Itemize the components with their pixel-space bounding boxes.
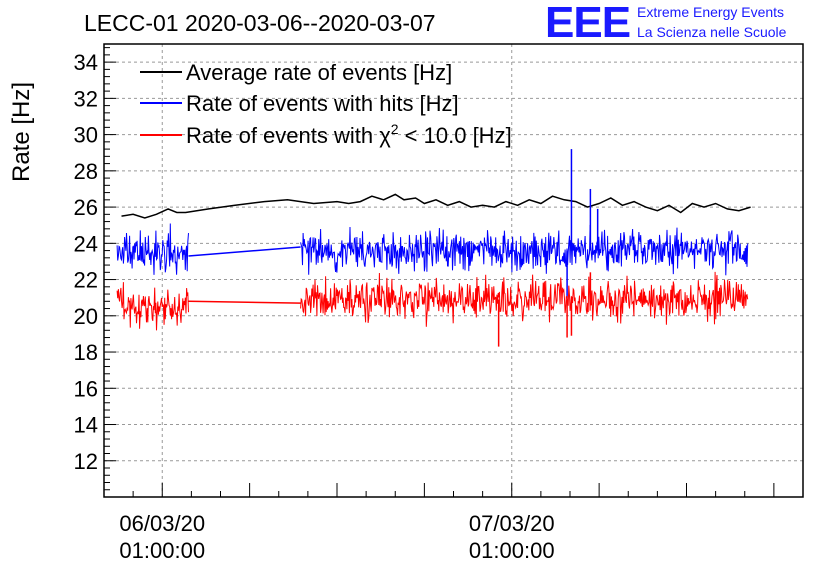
logo-subtitle-line2: La Scienza nelle Scuole [637,24,787,40]
x-tick-label-date: 07/03/20 [469,511,555,536]
series-line-hits [300,224,749,276]
chart-title: LECC-01 2020-03-06--2020-03-07 [84,10,436,36]
series-line-avg [121,193,751,219]
y-tick-label: 28 [74,159,98,184]
y-tick-label: 32 [74,86,98,111]
series-gap-hits [188,246,301,257]
y-tick-label: 34 [74,50,98,75]
series-line-hits [116,223,189,275]
y-tick-label: 30 [74,123,98,148]
y-tick-label: 26 [74,195,98,220]
legend-label-hits: Rate of events with hits [Hz] [186,91,459,116]
y-tick-label: 22 [74,268,98,293]
series-line-chi2 [116,282,189,331]
y-tick-label: 12 [74,449,98,474]
y-axis-label: Rate [Hz] [8,81,35,182]
logo-subtitle-line1: Extreme Energy Events [637,4,785,20]
y-tick-label: 24 [74,231,98,256]
series-gap-chi2 [188,300,301,304]
legend-label-avg: Average rate of events [Hz] [186,60,452,85]
y-tick-label: 16 [74,376,98,401]
x-tick-label-time: 01:00:00 [469,538,555,563]
y-tick-label: 14 [74,413,98,438]
eee-logo: EEE [545,0,631,47]
y-tick-label: 18 [74,340,98,365]
series-line-chi2 [300,271,749,327]
y-tick-label: 20 [74,304,98,329]
x-tick-label-time: 01:00:00 [119,538,205,563]
legend-label-chi2: Rate of events with χ2 < 10.0 [Hz] [186,121,512,148]
x-tick-label-date: 06/03/20 [119,511,205,536]
